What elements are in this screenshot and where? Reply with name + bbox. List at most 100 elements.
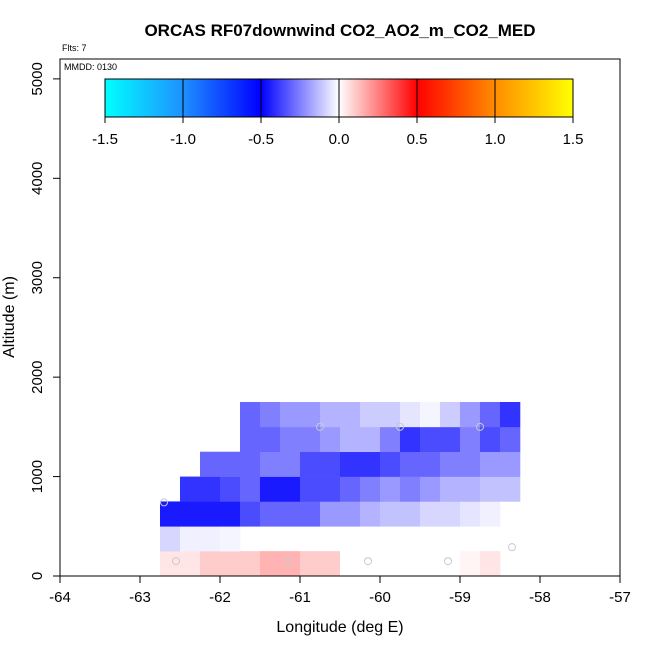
heatmap-cell [360, 426, 381, 453]
heatmap-cell [300, 451, 321, 477]
heatmap-cell [400, 402, 421, 428]
heatmap-cell [260, 476, 281, 502]
heatmap-cell [180, 501, 201, 527]
colorbar-tick-label: 1.5 [563, 131, 584, 148]
heatmap-cell [200, 501, 221, 527]
heatmap-cell [260, 451, 281, 477]
heatmap-cell [280, 476, 301, 502]
heatmap-cell [400, 451, 421, 477]
heatmap-cells [160, 402, 521, 577]
x-tick-label: -63 [129, 589, 151, 606]
x-tick-label: -57 [609, 589, 631, 606]
heatmap-cell [440, 426, 461, 453]
heatmap-cell [460, 451, 481, 477]
sample-point [476, 422, 484, 431]
x-tick-label: -64 [49, 589, 71, 606]
y-tick-label: 2000 [29, 360, 46, 393]
y-tick-label: 5000 [29, 62, 46, 95]
colorbar-tick-label: 0.0 [329, 131, 350, 148]
plot-frame [59, 58, 621, 577]
sample-points [160, 422, 516, 566]
heatmap-cell [340, 426, 361, 453]
sample-point [396, 422, 404, 431]
y-tick-label: 3000 [29, 261, 46, 294]
heatmap-cell [360, 476, 381, 502]
colorbar-tick-label: -0.5 [248, 131, 274, 148]
heatmap-cell [500, 476, 521, 502]
x-tick-label: -59 [449, 589, 471, 606]
heatmap-cell [220, 526, 241, 552]
heatmap-cell [460, 551, 481, 577]
heatmap-cell [460, 501, 481, 527]
heatmap-cell [440, 501, 461, 527]
y-axis-label: Altitude (m) [1, 276, 18, 358]
heatmap-cell [220, 451, 241, 477]
heatmap-cell [260, 426, 281, 453]
heatmap-cell [420, 426, 441, 453]
heatmap-cell [320, 501, 341, 527]
heatmap-cell [320, 426, 341, 453]
heatmap-cell [380, 501, 401, 527]
sample-point [284, 557, 292, 566]
heatmap-cell [180, 526, 201, 552]
heatmap-cell [420, 501, 441, 527]
heatmap-cell [360, 501, 381, 527]
heatmap-cell [360, 451, 381, 477]
heatmap-cell [500, 426, 521, 453]
heatmap-cell [460, 426, 481, 453]
heatmap-cell [500, 451, 521, 477]
heatmap-cell [360, 402, 381, 428]
heatmap-cell [200, 476, 221, 502]
heatmap-cell [260, 402, 281, 428]
heatmap-cell [160, 551, 181, 577]
heatmap-cell [300, 402, 321, 428]
heatmap-cell [420, 451, 441, 477]
heatmap-cell [420, 551, 441, 577]
heatmap-cell [400, 426, 421, 453]
heatmap-cell [320, 451, 341, 477]
heatmap-cell [240, 501, 261, 527]
heatmap-cell [380, 426, 401, 453]
heatmap-cell [320, 402, 341, 428]
y-tick-label: 1000 [29, 460, 46, 493]
heatmap-cell [340, 402, 361, 428]
heatmap-cell [300, 426, 321, 453]
colorbar: -1.5 -1.0 -0.5 0.0 0.5 1.0 1.5 [92, 78, 584, 148]
heatmap-cell [500, 402, 521, 428]
y-tick-label: 4000 [29, 162, 46, 195]
heatmap-cell [260, 551, 281, 577]
heatmap-cell [440, 476, 461, 502]
heatmap-cell [400, 551, 421, 577]
x-tick-label: -61 [289, 589, 311, 606]
heatmap-cell [200, 526, 221, 552]
colorbar-tick-label: 1.0 [485, 131, 506, 148]
sample-point [172, 557, 180, 566]
colorbar-tick-label: -1.5 [92, 131, 118, 148]
heatmap-cell [460, 476, 481, 502]
heatmap-cell [300, 476, 321, 502]
sample-point [444, 557, 452, 566]
chart-title: ORCAS RF07downwind CO2_AO2_m_CO2_MED [144, 21, 535, 40]
heatmap-cell [380, 451, 401, 477]
sample-point [364, 557, 372, 566]
heatmap-cell [300, 551, 321, 577]
x-tick-label: -58 [529, 589, 551, 606]
sample-point [316, 422, 324, 431]
heatmap-cell [400, 501, 421, 527]
heatmap-cell [160, 526, 181, 552]
x-axis: -64 -63 -62 -61 -60 -59 -58 -57 [49, 576, 631, 606]
heatmap-cell [440, 451, 461, 477]
heatmap-cell [260, 501, 281, 527]
heatmap-cell [220, 501, 241, 527]
colorbar-tick-label: 0.5 [407, 131, 428, 148]
heatmap-cell [380, 476, 401, 502]
heatmap-cell [220, 476, 241, 502]
flights-label: Flts: 7 [62, 43, 87, 53]
heatmap-cell [240, 476, 261, 502]
heatmap-cell [340, 476, 361, 502]
heatmap-cell [480, 451, 501, 477]
heatmap-cell [240, 426, 261, 453]
date-label: MMDD: 0130 [64, 62, 117, 72]
heatmap-cell [460, 402, 481, 428]
heatmap-cell [240, 551, 261, 577]
